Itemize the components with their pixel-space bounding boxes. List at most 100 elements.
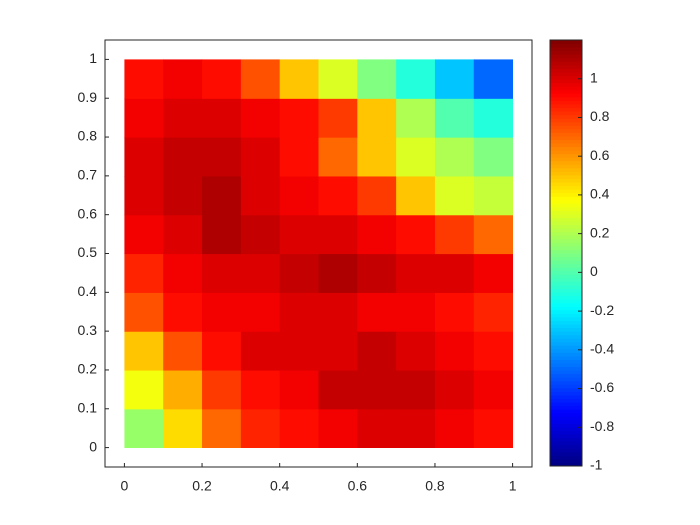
colorbar-step [550,224,582,229]
cell [473,137,513,177]
cell [163,137,203,177]
colorbar-step [550,256,582,261]
colorbar-step [550,384,582,389]
colorbar-step [550,121,582,126]
colorbar-step [550,132,582,137]
cell [396,137,436,177]
colorbar-step [550,100,582,105]
cell [473,175,513,216]
colorbar-tick-label: 0.2 [590,224,610,240]
colorbar-step [550,174,582,179]
colorbar-step [550,267,582,272]
colorbar-step [550,455,582,460]
colorbar-step [550,253,582,258]
cell [473,408,513,448]
colorbar-step [550,430,582,435]
cell [434,214,475,255]
colorbar-step [550,380,582,385]
colorbar-step [550,221,582,226]
colorbar-step [550,316,582,321]
cell [357,408,397,448]
cell [163,98,203,138]
cell [396,369,436,410]
colorbar-step [550,47,582,52]
colorbar-step [550,324,582,329]
y-tick-label: 0.6 [78,205,98,221]
cell [124,369,164,410]
colorbar-step [550,444,582,449]
colorbar-step [550,171,582,176]
colorbar-step [550,245,582,250]
cell [240,175,281,216]
colorbar-step [550,75,582,80]
cell [279,214,320,255]
colorbar-step [550,419,582,424]
cell [396,98,436,138]
cell [124,98,164,138]
colorbar-step [550,355,582,360]
cell [163,214,203,255]
colorbar-tick-label: -0.8 [590,418,614,434]
x-tick-label: 1 [509,478,517,494]
colorbar-step [550,196,582,201]
y-tick-label: 0.4 [78,283,98,299]
cell [202,98,242,138]
cell [279,408,320,448]
cell [202,137,242,177]
colorbar-step [550,313,582,318]
colorbar-step [550,405,582,410]
colorbar-step [550,142,582,147]
x-tick-label: 0.4 [270,478,290,494]
cell [318,408,358,448]
colorbar-tick-label: 0 [590,263,598,279]
y-tick-label: 1 [89,50,97,66]
colorbar-step [550,125,582,130]
colorbar-step [550,118,582,123]
cell [318,331,358,371]
cell [240,369,281,410]
colorbar-step [550,260,582,265]
colorbar-step [550,213,582,218]
colorbar-step [550,458,582,463]
colorbar-step [550,68,582,73]
colorbar-step [550,71,582,76]
cell [473,98,513,138]
colorbar-step [550,167,582,172]
cell [240,214,281,255]
colorbar-tick-label: -0.6 [590,379,614,395]
colorbar-step [550,434,582,439]
colorbar-tick-label: 0.4 [590,186,610,202]
heatmap [124,59,513,448]
x-tick-label: 0.2 [192,478,212,494]
cell [318,98,358,138]
cell [163,408,203,448]
colorbar-step [550,402,582,407]
colorbar-step [550,103,582,108]
colorbar-step [550,206,582,211]
cell [318,369,358,410]
colorbar-step [550,327,582,332]
cell [202,331,242,371]
colorbar-tick-label: -1 [590,457,603,473]
y-tick-label: 0.7 [78,167,98,183]
colorbar-tick-label: -0.4 [590,341,614,357]
colorbar-step [550,157,582,162]
colorbar-step [550,54,582,59]
colorbar-step [550,292,582,297]
cell [357,137,397,177]
cell [434,369,475,410]
cell [434,59,475,99]
cell [434,253,475,293]
cell [396,408,436,448]
colorbar-step [550,281,582,286]
cell [202,59,242,99]
colorbar-tick-label: 1 [590,69,598,85]
colorbar-step [550,377,582,382]
colorbar-step [550,185,582,190]
cell [473,214,513,255]
colorbar-step [550,43,582,48]
colorbar-step [550,370,582,375]
colorbar-step [550,398,582,403]
colorbar-step [550,295,582,300]
colorbar-step [550,231,582,236]
